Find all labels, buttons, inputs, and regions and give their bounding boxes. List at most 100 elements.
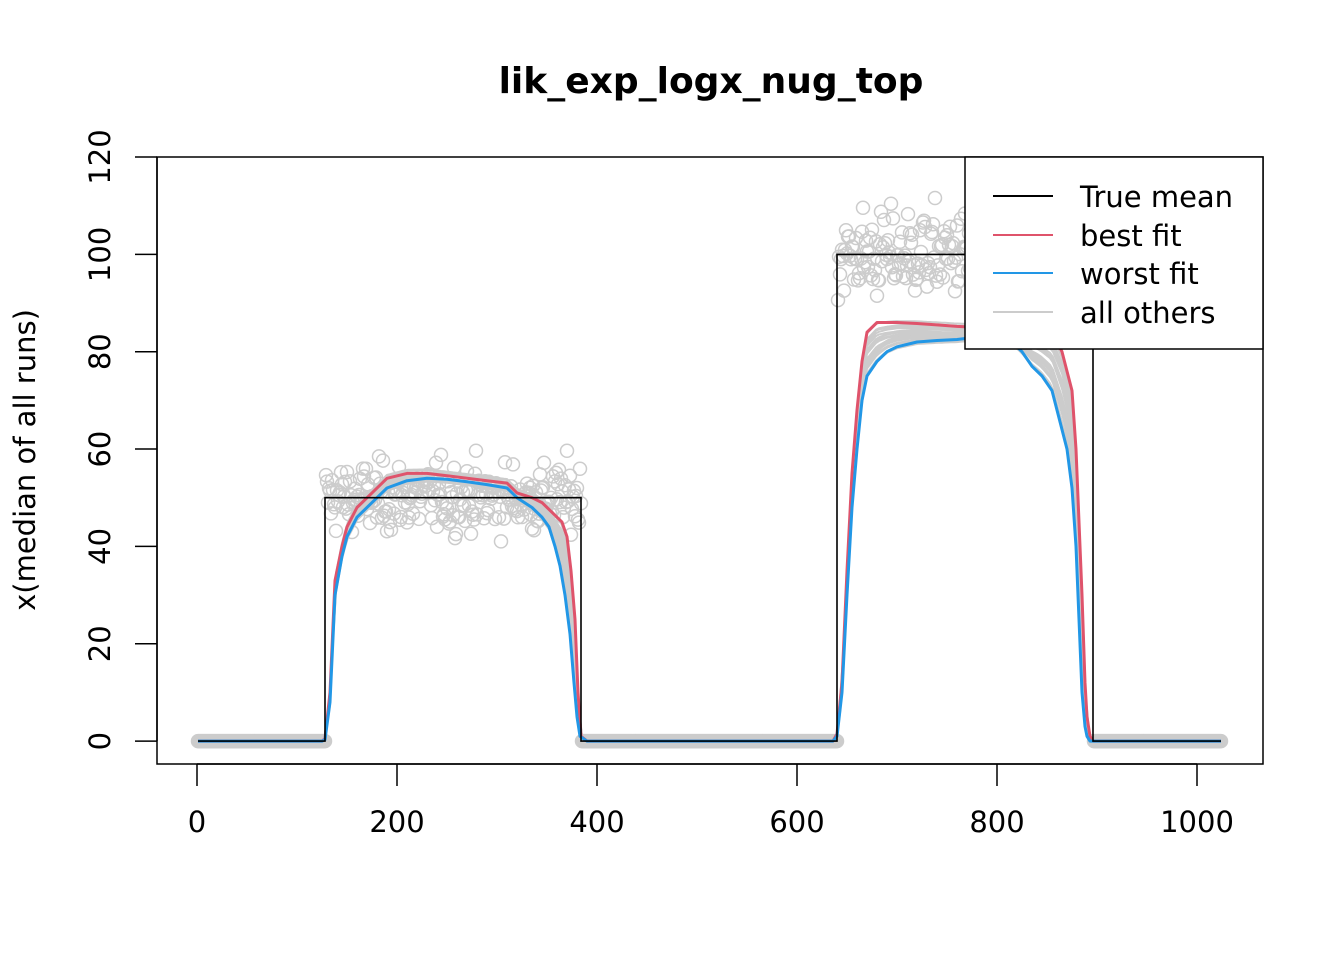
observation-point xyxy=(534,480,550,496)
observation-point xyxy=(876,212,892,228)
observation-point xyxy=(572,461,588,477)
observation-point xyxy=(562,468,578,483)
observation-point xyxy=(356,469,372,484)
x-axis: 0 200 400 600 800 1000 xyxy=(188,763,1234,839)
x-tick-label: 800 xyxy=(969,805,1024,839)
observation-point xyxy=(836,283,852,298)
observation-point xyxy=(903,235,919,250)
observation-point xyxy=(468,443,484,458)
observation-point xyxy=(902,225,918,241)
observation-point xyxy=(858,233,874,248)
observation-point xyxy=(496,511,512,526)
observation-point xyxy=(871,273,887,288)
observation-point xyxy=(885,211,901,226)
observation-point xyxy=(497,455,513,470)
observation-point xyxy=(883,196,899,211)
observation-point xyxy=(888,267,904,283)
observation-point xyxy=(526,522,542,538)
x-tick-label: 200 xyxy=(369,805,424,839)
y-tick-label: 20 xyxy=(83,625,117,662)
observation-point xyxy=(551,462,567,478)
observation-point xyxy=(559,443,575,459)
observation-point xyxy=(943,255,959,271)
observation-point xyxy=(894,225,910,240)
observation-point xyxy=(927,190,943,206)
legend-label-all-others: all others xyxy=(1080,296,1215,330)
observation-point xyxy=(861,244,877,259)
legend-label-true-mean: True mean xyxy=(1079,180,1233,214)
observation-point xyxy=(880,233,896,248)
x-tick-label: 400 xyxy=(569,805,624,839)
legend-label-worst-fit: worst fit xyxy=(1080,257,1199,291)
observation-point xyxy=(865,271,881,287)
observation-point xyxy=(333,465,349,480)
chart-title: lik_exp_logx_nug_top xyxy=(499,61,924,102)
observation-point xyxy=(873,204,889,220)
observation-point xyxy=(569,480,585,496)
observation-point xyxy=(339,464,355,480)
y-axis-label: x(median of all runs) xyxy=(8,309,42,611)
x-tick-label: 1000 xyxy=(1160,805,1234,839)
observation-point xyxy=(932,267,948,282)
true-mean-line xyxy=(198,253,1221,742)
observation-point xyxy=(525,478,541,494)
observation-point xyxy=(401,510,417,525)
observation-point xyxy=(850,273,866,288)
observation-point xyxy=(375,453,391,468)
observation-point xyxy=(832,267,848,282)
observation-point xyxy=(904,227,920,243)
observation-point xyxy=(519,476,535,491)
observation-point xyxy=(924,224,940,240)
worst-fit-line xyxy=(198,335,1221,743)
observation-point xyxy=(493,534,509,549)
observation-point xyxy=(882,249,898,265)
observation-point xyxy=(433,447,449,463)
y-tick-label: 0 xyxy=(83,732,117,750)
observation-point xyxy=(428,455,444,471)
observation-point xyxy=(337,474,353,490)
x-tick-label: 600 xyxy=(769,805,824,839)
observation-point xyxy=(358,461,374,476)
observation-point xyxy=(948,250,964,265)
y-axis: 0 20 40 60 80 100 120 xyxy=(83,129,158,750)
observation-point xyxy=(535,479,551,495)
observation-point xyxy=(371,449,387,464)
legend-box xyxy=(964,156,1264,350)
legend: True mean best fit worst fit all others xyxy=(964,156,1264,350)
observation-point xyxy=(921,266,937,281)
observation-point xyxy=(892,234,908,250)
y-tick-label: 120 xyxy=(83,129,117,184)
observation-point xyxy=(867,262,883,278)
observation-point xyxy=(514,509,530,525)
observation-point xyxy=(536,455,552,471)
observation-point xyxy=(916,213,932,229)
observation-point xyxy=(463,526,479,542)
observation-point xyxy=(448,526,464,542)
observation-point xyxy=(480,502,496,518)
observation-point xyxy=(568,488,584,504)
observation-point xyxy=(470,487,486,502)
y-tick-label: 40 xyxy=(83,528,117,565)
observation-point xyxy=(383,522,399,538)
observation-point xyxy=(884,260,900,275)
observation-point xyxy=(830,292,846,308)
observation-point xyxy=(908,272,924,288)
y-tick-label: 60 xyxy=(83,431,117,468)
observation-point xyxy=(505,457,521,472)
observation-point xyxy=(855,200,871,216)
observation-point xyxy=(925,216,941,232)
observation-point xyxy=(499,500,515,515)
observation-point xyxy=(571,515,587,530)
observation-point xyxy=(872,236,888,252)
legend-label-best-fit: best fit xyxy=(1080,219,1182,253)
true-mean-line-group xyxy=(198,253,1221,742)
observation-point xyxy=(919,279,935,294)
observation-point xyxy=(877,235,893,251)
observation-point xyxy=(900,206,916,222)
observation-point xyxy=(869,288,885,303)
observation-point xyxy=(909,271,925,286)
observation-point xyxy=(942,219,958,235)
y-tick-label: 80 xyxy=(83,333,117,370)
observation-point xyxy=(328,523,344,539)
